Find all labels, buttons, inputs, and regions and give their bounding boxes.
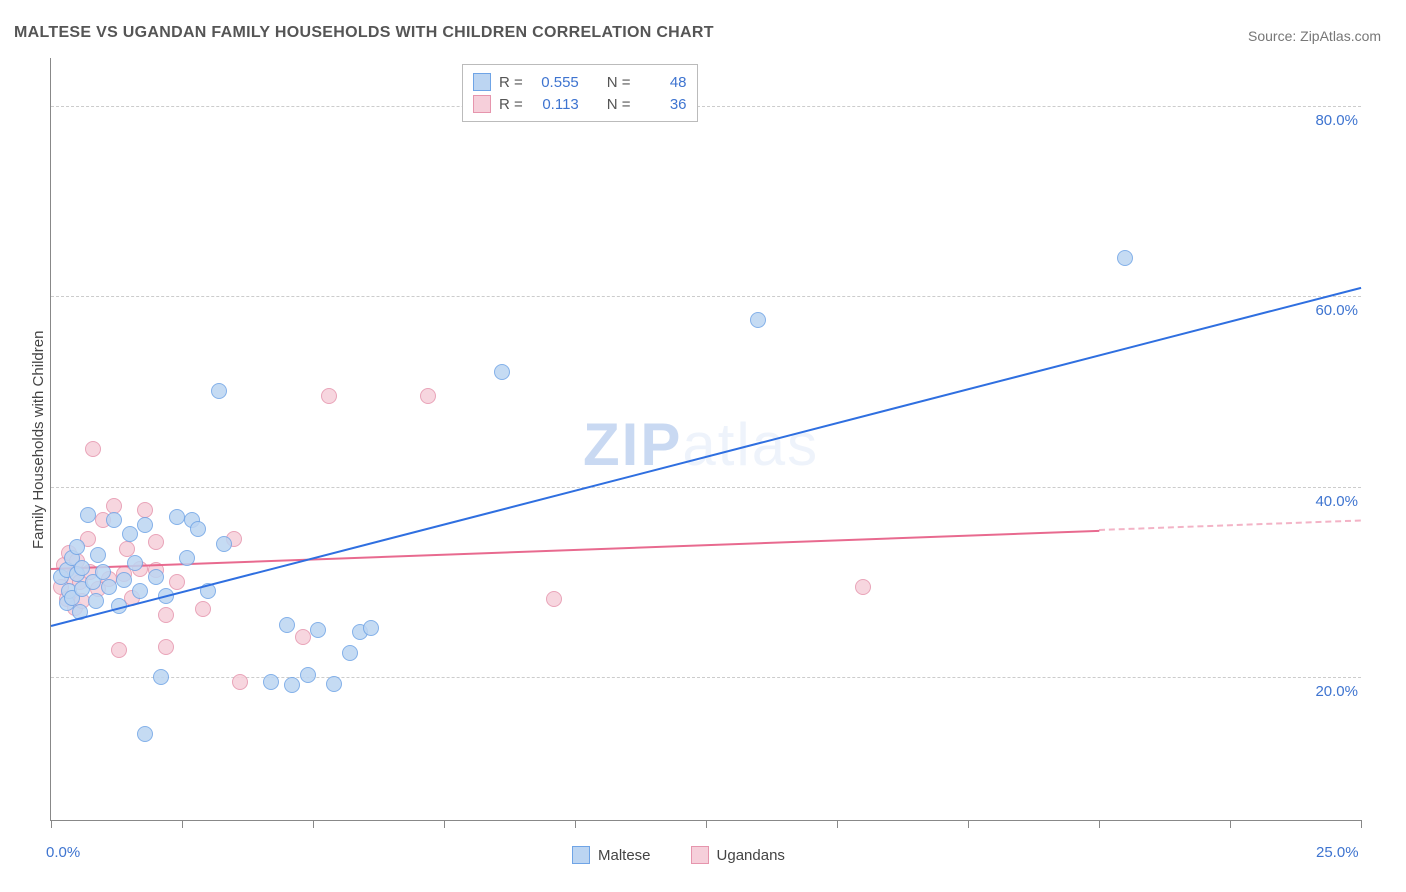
maltese-point — [342, 645, 358, 661]
maltese-point — [279, 617, 295, 633]
maltese-trendline — [51, 287, 1361, 627]
y-tick-label: 80.0% — [1302, 112, 1358, 129]
maltese-point — [132, 583, 148, 599]
legend-item-ugandans: Ugandans — [691, 846, 785, 864]
ugandans-swatch-icon — [473, 95, 491, 113]
ugandans-point — [855, 579, 871, 595]
maltese-point — [750, 312, 766, 328]
x-tick — [837, 820, 838, 828]
maltese-point — [90, 547, 106, 563]
legend-label-maltese: Maltese — [598, 847, 651, 864]
gridline — [51, 106, 1361, 107]
x-tick-label-right: 25.0% — [1316, 844, 1359, 861]
watermark-zip: ZIP — [583, 411, 682, 478]
maltese-swatch-icon — [572, 846, 590, 864]
plot-area: ZIPatlas — [50, 58, 1361, 821]
gridline — [51, 677, 1361, 678]
ugandans-point — [148, 534, 164, 550]
maltese-point — [211, 383, 227, 399]
maltese-point — [310, 622, 326, 638]
maltese-point — [122, 526, 138, 542]
y-axis-title: Family Households with Children — [30, 331, 47, 549]
maltese-point — [1117, 250, 1133, 266]
maltese-point — [106, 512, 122, 528]
maltese-point — [137, 517, 153, 533]
maltese-point — [80, 507, 96, 523]
y-tick-label: 40.0% — [1302, 493, 1358, 510]
maltese-point — [137, 726, 153, 742]
stats-row-ugandans: R = 0.113 N = 36 — [473, 93, 687, 115]
x-tick — [1099, 820, 1100, 828]
ugandans-point — [295, 629, 311, 645]
maltese-point — [284, 677, 300, 693]
stat-label-r: R = — [499, 74, 523, 91]
source-attribution: Source: ZipAtlas.com — [1248, 28, 1381, 44]
maltese-point — [190, 521, 206, 537]
stat-n-ugandans: 36 — [639, 96, 687, 113]
x-tick — [444, 820, 445, 828]
maltese-point — [127, 555, 143, 571]
x-tick — [1361, 820, 1362, 828]
maltese-swatch-icon — [473, 73, 491, 91]
ugandans-point — [546, 591, 562, 607]
maltese-point — [153, 669, 169, 685]
maltese-point — [363, 620, 379, 636]
y-tick-label: 20.0% — [1302, 683, 1358, 700]
ugandans-swatch-icon — [691, 846, 709, 864]
stat-r-ugandans: 0.113 — [531, 96, 579, 113]
maltese-point — [116, 572, 132, 588]
ugandans-trendline — [51, 529, 1099, 569]
ugandans-trendline-extrapolated — [1099, 520, 1361, 532]
legend-label-ugandans: Ugandans — [717, 847, 785, 864]
ugandans-point — [158, 607, 174, 623]
gridline — [51, 487, 1361, 488]
ugandans-point — [195, 601, 211, 617]
ugandans-point — [232, 674, 248, 690]
maltese-point — [88, 593, 104, 609]
maltese-point — [69, 539, 85, 555]
maltese-point — [216, 536, 232, 552]
x-tick — [968, 820, 969, 828]
x-tick — [1230, 820, 1231, 828]
stat-label-n: N = — [607, 74, 631, 91]
stat-n-maltese: 48 — [639, 74, 687, 91]
ugandans-point — [85, 441, 101, 457]
maltese-point — [148, 569, 164, 585]
ugandans-point — [169, 574, 185, 590]
ugandans-point — [158, 639, 174, 655]
ugandans-point — [119, 541, 135, 557]
watermark: ZIPatlas — [583, 410, 819, 479]
y-tick-label: 60.0% — [1302, 302, 1358, 319]
x-tick — [313, 820, 314, 828]
maltese-point — [326, 676, 342, 692]
maltese-point — [74, 560, 90, 576]
stats-row-maltese: R = 0.555 N = 48 — [473, 71, 687, 93]
maltese-point — [263, 674, 279, 690]
ugandans-point — [111, 642, 127, 658]
x-tick — [51, 820, 52, 828]
stat-label-r: R = — [499, 96, 523, 113]
correlation-stats-box: R = 0.555 N = 48 R = 0.113 N = 36 — [462, 64, 698, 122]
x-tick — [706, 820, 707, 828]
x-tick-label-left: 0.0% — [46, 844, 80, 861]
maltese-point — [494, 364, 510, 380]
chart-title: MALTESE VS UGANDAN FAMILY HOUSEHOLDS WIT… — [14, 24, 714, 42]
x-tick — [575, 820, 576, 828]
legend-item-maltese: Maltese — [572, 846, 651, 864]
ugandans-point — [321, 388, 337, 404]
series-legend: Maltese Ugandans — [572, 846, 785, 864]
stat-r-maltese: 0.555 — [531, 74, 579, 91]
maltese-point — [300, 667, 316, 683]
gridline — [51, 296, 1361, 297]
stat-label-n: N = — [607, 96, 631, 113]
ugandans-point — [420, 388, 436, 404]
maltese-point — [169, 509, 185, 525]
x-tick — [182, 820, 183, 828]
maltese-point — [101, 579, 117, 595]
